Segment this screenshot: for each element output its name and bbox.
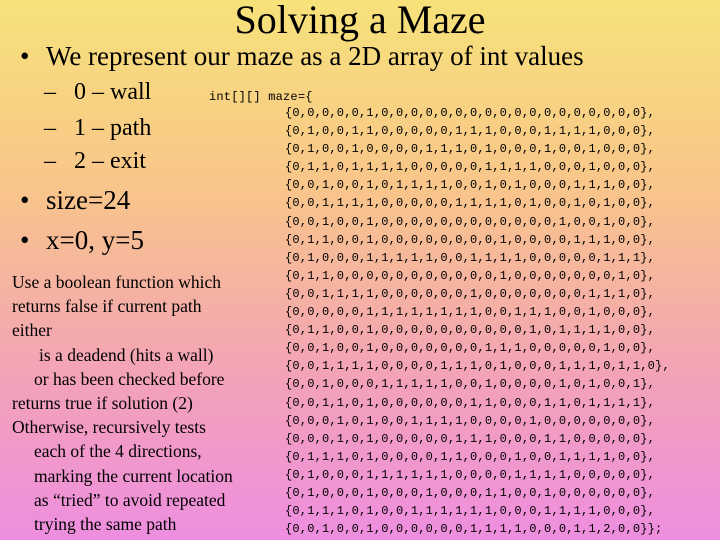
dash: – [44, 115, 56, 141]
desc-line: as “tried” to avoid repeated [34, 489, 226, 510]
maze-row: {0,1,1,0,0,1,0,0,0,0,0,0,0,0,0,0,1,0,1,1… [285, 323, 656, 338]
desc-line: returns false if current path [12, 296, 202, 317]
maze-row: {0,0,1,1,1,1,0,0,0,0,0,0,1,0,0,0,0,0,0,0… [285, 286, 656, 301]
bullet-representation-text: We represent our maze as a 2D array of i… [46, 41, 584, 71]
slide-title: Solving a Maze [234, 0, 486, 42]
bullet-dot: • [20, 185, 30, 215]
legend-path-text: 1 – path [74, 115, 152, 141]
legend-exit-text: 2 – exit [74, 148, 146, 174]
maze-row: {0,0,1,0,0,1,0,0,0,0,0,0,1,1,1,1,0,0,0,1… [285, 522, 663, 537]
dash: – [44, 79, 56, 105]
maze-array-code: {0,0,0,0,0,1,0,0,0,0,0,0,0,0,0,0,0,0,0,0… [285, 104, 670, 538]
maze-row: {0,1,1,1,0,1,0,0,1,1,1,1,1,1,0,0,0,1,1,1… [285, 504, 656, 519]
maze-row: {0,0,1,0,0,1,0,1,1,1,1,0,0,1,0,1,0,0,0,1… [285, 178, 656, 193]
maze-row: {0,1,0,0,1,1,0,0,0,0,0,1,1,1,0,0,0,1,1,1… [285, 124, 656, 139]
bullet-start: • x=0, y=5 [20, 224, 144, 256]
maze-row: {0,0,1,0,0,0,1,1,1,1,1,0,0,1,0,0,0,0,1,0… [285, 377, 656, 392]
bullet-size: • size=24 [20, 184, 130, 216]
maze-row: {0,1,0,0,0,1,1,1,1,1,0,0,1,1,1,1,0,0,0,0… [285, 250, 656, 265]
legend-wall-text: 0 – wall [74, 79, 152, 105]
maze-row: {0,1,0,0,0,1,0,0,0,1,0,0,0,1,1,0,0,1,0,0… [285, 485, 656, 500]
maze-row: {0,0,1,1,1,1,0,0,0,0,1,1,1,0,1,0,0,0,1,1… [285, 359, 670, 374]
code-header: int[][] maze={ [209, 90, 313, 104]
legend-path: –1 – path [44, 113, 151, 143]
bullet-dot: • [20, 41, 30, 71]
maze-row: {0,1,0,0,0,1,1,1,1,1,1,0,0,0,0,1,1,1,1,0… [285, 467, 656, 482]
bullet-representation: • We represent our maze as a 2D array of … [20, 40, 584, 72]
dash: – [44, 148, 56, 174]
maze-row: {0,0,0,1,0,1,0,0,0,0,0,1,1,1,0,0,0,1,1,0… [285, 431, 656, 446]
maze-row: {0,1,1,1,0,1,0,0,0,0,1,1,0,0,0,1,0,0,1,1… [285, 449, 656, 464]
maze-row: {0,0,0,1,0,1,0,0,1,1,1,1,0,0,0,0,1,0,0,0… [285, 413, 656, 428]
desc-line: or has been checked before [34, 368, 225, 389]
desc-line: returns true if solution (2) [12, 393, 193, 414]
maze-row: {0,1,1,0,0,0,0,0,0,0,0,0,0,0,1,0,0,0,0,0… [285, 268, 656, 283]
maze-row: {0,1,0,0,1,0,0,0,0,1,1,1,0,1,0,0,0,1,0,0… [285, 142, 656, 157]
desc-line: marking the current location [34, 465, 233, 486]
bullet-dot: • [20, 225, 30, 255]
maze-row: {0,0,1,0,0,1,0,0,0,0,0,0,0,0,0,0,0,0,1,0… [285, 214, 656, 229]
bullet-start-text: x=0, y=5 [46, 225, 144, 255]
desc-line: either [12, 320, 52, 341]
legend-wall: –0 – wall [44, 77, 151, 107]
desc-line: trying the same path [34, 514, 177, 535]
maze-row: {0,0,1,1,0,1,0,0,0,0,0,0,1,1,0,0,0,1,1,0… [285, 395, 656, 410]
maze-row: {0,0,0,0,0,1,1,1,1,1,1,1,1,0,0,1,1,1,0,0… [285, 305, 656, 320]
maze-row: {0,0,1,0,0,1,0,0,0,0,0,0,0,1,1,1,0,0,0,0… [285, 341, 656, 356]
maze-row: {0,0,0,0,0,1,0,0,0,0,0,0,0,0,0,0,0,0,0,0… [285, 106, 656, 120]
desc-line: Otherwise, recursively tests [12, 417, 206, 438]
maze-row: {0,1,1,0,1,1,1,1,0,0,0,0,0,1,1,1,1,0,0,0… [285, 160, 656, 175]
desc-line: Use a boolean function which [12, 272, 221, 292]
legend-exit: –2 – exit [44, 146, 146, 176]
desc-line: each of the 4 directions, [34, 441, 202, 462]
maze-row: {0,0,1,1,1,1,0,0,0,0,0,1,1,1,1,0,1,0,0,1… [285, 196, 656, 211]
desc-line: is a deadend (hits a wall) [39, 344, 214, 365]
bullet-size-text: size=24 [46, 185, 131, 215]
maze-row: {0,1,1,0,0,1,0,0,0,0,0,0,0,0,1,0,0,0,0,1… [285, 232, 656, 247]
algorithm-description: Use a boolean function which returns fal… [12, 270, 274, 536]
